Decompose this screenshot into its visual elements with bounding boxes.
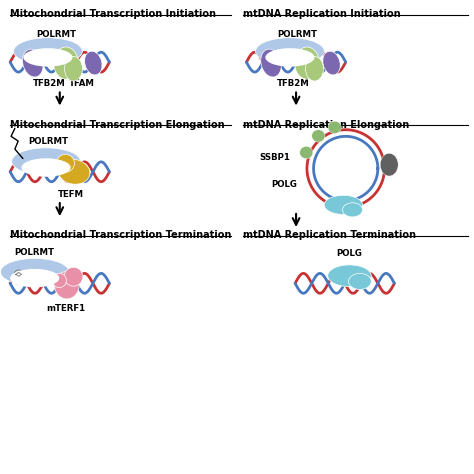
Ellipse shape [23,48,73,67]
Ellipse shape [58,159,90,184]
Ellipse shape [54,47,78,79]
Text: Mitochondrial Transcription Initiation: Mitochondrial Transcription Initiation [10,9,216,19]
Ellipse shape [64,56,82,81]
Ellipse shape [328,265,371,287]
Ellipse shape [348,273,371,290]
Text: mtDNA Replication Initiation: mtDNA Replication Initiation [243,9,401,19]
Ellipse shape [328,121,341,134]
Ellipse shape [23,49,43,77]
Text: TFAM: TFAM [69,79,95,88]
Ellipse shape [64,267,83,286]
Text: POLRMT: POLRMT [28,137,68,146]
Ellipse shape [55,272,79,299]
Ellipse shape [295,47,319,79]
Ellipse shape [312,130,325,142]
Ellipse shape [323,51,340,75]
Ellipse shape [255,38,324,65]
Text: mtDNA Replication Elongation: mtDNA Replication Elongation [243,120,409,130]
Text: TFB2M: TFB2M [276,79,309,88]
Ellipse shape [12,148,81,175]
Text: POLG: POLG [271,180,297,189]
Ellipse shape [13,270,24,284]
Ellipse shape [0,258,69,285]
Ellipse shape [306,56,323,81]
Ellipse shape [343,203,363,217]
Text: mtDNA Replication Termination: mtDNA Replication Termination [243,230,416,240]
Ellipse shape [21,158,71,177]
Text: POLG: POLG [337,249,363,258]
Ellipse shape [56,155,74,172]
Ellipse shape [324,195,363,214]
Text: POLRMT: POLRMT [36,29,76,38]
Ellipse shape [380,154,398,176]
Text: Mitochondrial Transcription Termination: Mitochondrial Transcription Termination [10,230,231,240]
Ellipse shape [265,48,315,67]
Ellipse shape [84,51,102,75]
Ellipse shape [52,273,66,288]
Ellipse shape [10,269,59,287]
Text: mTERF1: mTERF1 [46,304,85,313]
Text: TEFM: TEFM [58,190,83,199]
Text: SSBP1: SSBP1 [260,153,291,162]
Text: POLRMT: POLRMT [277,29,318,38]
Ellipse shape [261,49,281,77]
Text: POLRMT: POLRMT [15,248,55,257]
Ellipse shape [300,146,313,159]
Text: TFB2M: TFB2M [33,79,65,88]
Text: Mitochondrial Transcription Elongation: Mitochondrial Transcription Elongation [10,120,225,130]
Ellipse shape [14,38,82,65]
